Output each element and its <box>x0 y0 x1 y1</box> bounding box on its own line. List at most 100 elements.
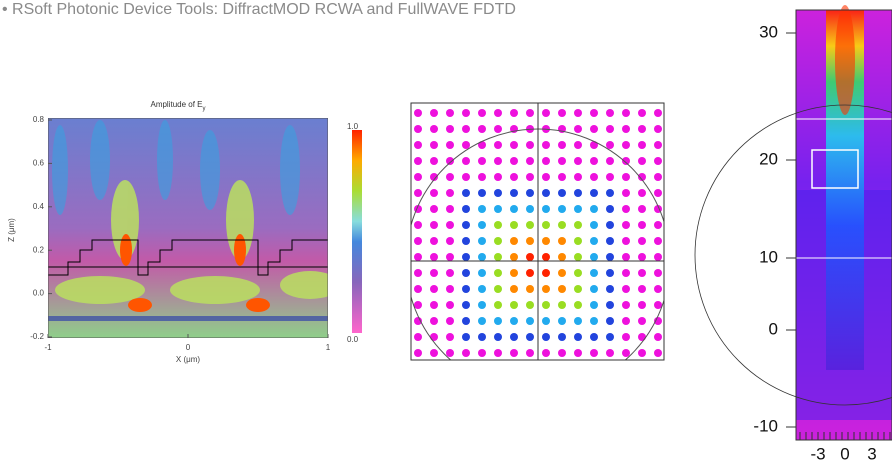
dot <box>414 333 422 341</box>
dot <box>478 189 486 197</box>
dot <box>414 221 422 229</box>
dot <box>590 141 598 149</box>
dot <box>478 125 486 133</box>
dot <box>574 125 582 133</box>
dot <box>478 157 486 165</box>
dot <box>574 269 582 277</box>
dot <box>462 237 470 245</box>
dot <box>414 253 422 261</box>
dot <box>590 285 598 293</box>
dot <box>606 205 614 213</box>
dot <box>446 205 454 213</box>
dot <box>638 333 646 341</box>
dot <box>654 189 662 197</box>
dot <box>510 157 518 165</box>
dot <box>526 253 534 261</box>
dot <box>430 237 438 245</box>
dot <box>622 285 630 293</box>
dot <box>654 301 662 309</box>
dot <box>446 317 454 325</box>
dot <box>558 205 566 213</box>
dot <box>510 317 518 325</box>
dot <box>414 349 422 357</box>
dot <box>558 301 566 309</box>
dot <box>558 253 566 261</box>
dot <box>478 301 486 309</box>
dot <box>622 189 630 197</box>
dot <box>510 173 518 181</box>
y-tick-label: 0.0 <box>33 289 45 298</box>
dot <box>462 109 470 117</box>
dot <box>574 253 582 261</box>
dot <box>590 317 598 325</box>
y-tick-label: 0 <box>769 319 778 338</box>
dot <box>654 285 662 293</box>
colorbar <box>352 130 362 333</box>
dot <box>494 221 502 229</box>
dot <box>622 253 630 261</box>
dot <box>430 125 438 133</box>
dot <box>638 221 646 229</box>
colorbar-label: 0.0 <box>347 335 359 344</box>
dot <box>590 253 598 261</box>
dot <box>478 253 486 261</box>
dot <box>622 333 630 341</box>
dot <box>590 221 598 229</box>
dot <box>414 109 422 117</box>
dot <box>478 237 486 245</box>
dot <box>654 333 662 341</box>
dot <box>478 205 486 213</box>
dot <box>590 125 598 133</box>
dot <box>638 269 646 277</box>
dot <box>558 221 566 229</box>
dot <box>558 333 566 341</box>
dot <box>446 333 454 341</box>
dot <box>590 269 598 277</box>
dot <box>638 317 646 325</box>
dot <box>414 173 422 181</box>
dot <box>574 333 582 341</box>
dot <box>622 173 630 181</box>
y-tick-label: 0.6 <box>33 159 45 168</box>
dot <box>494 269 502 277</box>
dot <box>622 221 630 229</box>
dot <box>542 333 550 341</box>
dot <box>654 253 662 261</box>
plot-title-sub: y <box>203 106 206 112</box>
dot <box>606 285 614 293</box>
x-axis-label: X (μm) <box>176 355 200 364</box>
dot <box>574 349 582 357</box>
dot <box>654 125 662 133</box>
dot <box>446 173 454 181</box>
dot <box>414 125 422 133</box>
dot <box>462 285 470 293</box>
dot <box>574 157 582 165</box>
dot <box>526 221 534 229</box>
dot <box>606 349 614 357</box>
dot <box>510 237 518 245</box>
dot <box>526 317 534 325</box>
dot <box>446 125 454 133</box>
dot <box>446 301 454 309</box>
dot <box>430 269 438 277</box>
dot <box>510 349 518 357</box>
dot <box>606 109 614 117</box>
dot <box>462 253 470 261</box>
dot <box>542 269 550 277</box>
dot <box>622 349 630 357</box>
dot <box>478 221 486 229</box>
dot <box>558 109 566 117</box>
dot <box>430 333 438 341</box>
dot <box>446 141 454 149</box>
dot <box>542 173 550 181</box>
dot <box>462 205 470 213</box>
dot <box>510 253 518 261</box>
dot <box>590 173 598 181</box>
dot <box>558 189 566 197</box>
dot <box>430 157 438 165</box>
dot <box>590 301 598 309</box>
x-tick-label: 0 <box>840 444 849 463</box>
dot <box>462 317 470 325</box>
dot <box>574 141 582 149</box>
colorbar-label: 1.0 <box>347 122 359 131</box>
